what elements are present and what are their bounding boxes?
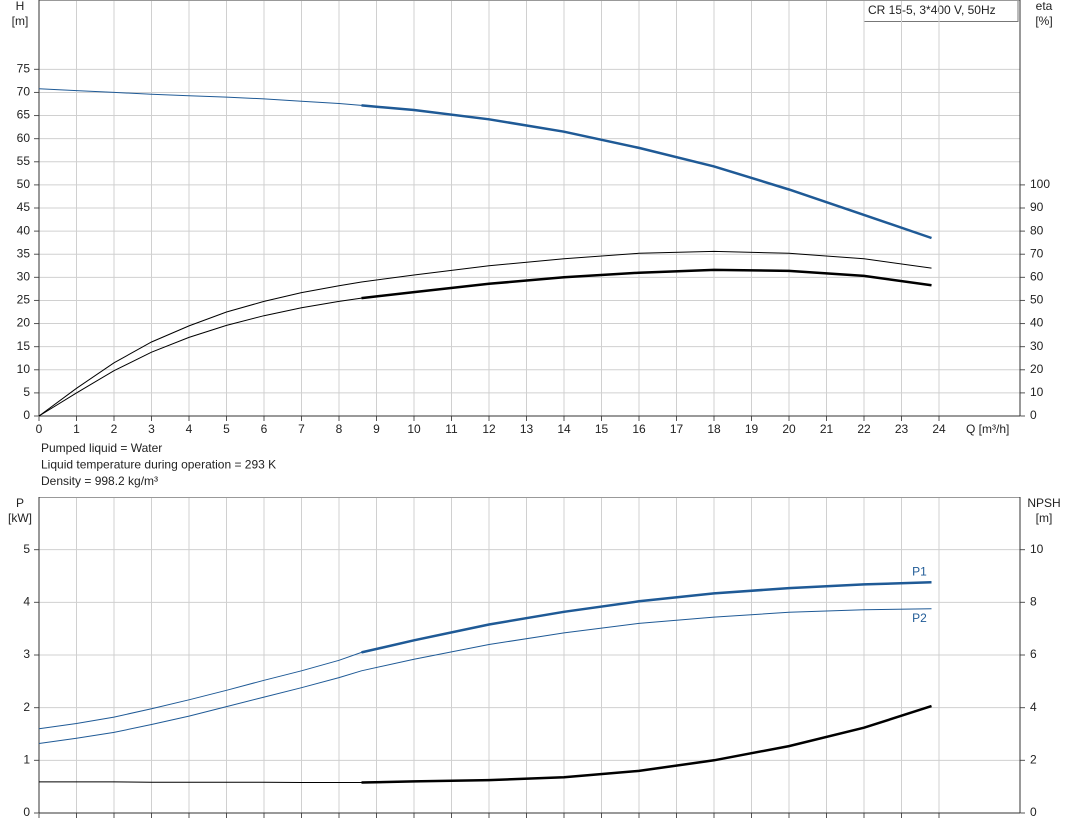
y2-tick-label: 20 — [1030, 362, 1044, 376]
curve-operating-range — [361, 268, 932, 300]
curve-label: P2 — [912, 611, 927, 625]
x-tick-label: 21 — [820, 422, 834, 436]
y2-tick-label: 2 — [1030, 753, 1037, 767]
x-tick-label: 14 — [557, 422, 571, 436]
y2-tick-label: 50 — [1030, 293, 1044, 307]
y-tick-label: 70 — [17, 85, 31, 99]
y2-tick-label: 10 — [1030, 385, 1044, 399]
y-tick-label: 1 — [23, 753, 30, 767]
y-tick-label: 4 — [23, 595, 30, 609]
x-tick-label: 17 — [670, 422, 684, 436]
x-tick-label: 12 — [482, 422, 496, 436]
y2-axis-unit: [m] — [1036, 511, 1053, 525]
y-tick-label: 65 — [17, 108, 31, 122]
y-tick-label: 20 — [17, 316, 31, 330]
y-tick-label: 15 — [17, 339, 31, 353]
x-tick-label: 3 — [148, 422, 155, 436]
x-tick-label: 20 — [782, 422, 796, 436]
x-tick-label: 16 — [632, 422, 646, 436]
y-tick-label: 60 — [17, 131, 31, 145]
y-tick-label: 75 — [17, 62, 31, 76]
y2-tick-label: 40 — [1030, 316, 1044, 330]
x-tick-label: 10 — [407, 422, 421, 436]
y-tick-label: 30 — [17, 270, 31, 284]
y-tick-label: 45 — [17, 200, 31, 214]
x-tick-label: 2 — [111, 422, 118, 436]
y-axis-label: P — [16, 496, 24, 510]
curve — [38, 608, 932, 744]
y2-axis-label: eta — [1036, 0, 1053, 13]
y-tick-label: 2 — [23, 700, 30, 714]
x-tick-label: 11 — [445, 422, 458, 436]
y-axis-label: H — [16, 0, 25, 13]
annotation: Density = 998.2 kg/m³ — [41, 474, 158, 488]
x-axis-label: Q [m³/h] — [966, 422, 1009, 436]
x-tick-label: 15 — [595, 422, 609, 436]
y2-tick-label: 0 — [1030, 408, 1037, 422]
y-tick-label: 35 — [17, 246, 31, 260]
curve-label: P1 — [912, 564, 927, 578]
y-tick-label: 0 — [23, 408, 30, 422]
x-tick-label: 7 — [298, 422, 305, 436]
y-tick-label: 50 — [17, 177, 31, 191]
x-tick-label: 4 — [186, 422, 193, 436]
plots: 0 1 2 3 4 5 6 7 8 9 10 11 12 13 14 15 16 17 18 19 20 21 22 23 24… — [8, 0, 1061, 819]
curve — [38, 88, 932, 239]
y-tick-label: 5 — [23, 542, 30, 556]
x-tick-label: 23 — [895, 422, 909, 436]
curve-operating-range — [361, 704, 932, 784]
x-tick-label: 5 — [223, 422, 230, 436]
x-tick-label: 18 — [707, 422, 721, 436]
x-tick-label: 9 — [373, 422, 380, 436]
y2-tick-label: 70 — [1030, 246, 1044, 260]
y2-tick-label: 100 — [1030, 177, 1050, 191]
y2-tick-label: 80 — [1030, 223, 1044, 237]
curve — [38, 269, 932, 417]
y-tick-label: 25 — [17, 293, 31, 307]
y-tick-label: 3 — [23, 647, 30, 661]
annotation: Pumped liquid = Water — [41, 441, 162, 455]
y2-axis-unit: [%] — [1035, 14, 1052, 28]
y2-axis-label: NPSH — [1027, 496, 1060, 510]
y-tick-label: 10 — [17, 362, 31, 376]
x-tick-label: 24 — [932, 422, 946, 436]
x-tick-label: 0 — [36, 422, 43, 436]
y2-tick-label: 6 — [1030, 647, 1037, 661]
y2-tick-label: 10 — [1030, 542, 1044, 556]
x-tick-label: 1 — [73, 422, 80, 436]
x-tick-label: 6 — [261, 422, 268, 436]
y2-tick-label: 60 — [1030, 270, 1044, 284]
y-tick-label: 0 — [23, 805, 30, 819]
y2-tick-label: 8 — [1030, 595, 1037, 609]
y2-tick-label: 90 — [1030, 200, 1044, 214]
y-axis-unit: [kW] — [8, 511, 32, 525]
x-tick-label: 19 — [745, 422, 759, 436]
annotation: Liquid temperature during operation = 29… — [41, 458, 276, 472]
curve-operating-range — [361, 581, 932, 654]
y2-tick-label: 0 — [1030, 805, 1037, 819]
y-tick-label: 5 — [23, 385, 30, 399]
y-tick-label: 55 — [17, 154, 31, 168]
y2-tick-label: 4 — [1030, 700, 1037, 714]
curve — [38, 250, 932, 417]
chart-title: CR 15-5, 3*400 V, 50Hz — [868, 3, 996, 17]
curve-operating-range — [361, 104, 932, 240]
x-tick-label: 22 — [857, 422, 871, 436]
y2-tick-label: 30 — [1030, 339, 1044, 353]
y-axis-unit: [m] — [12, 14, 29, 28]
y-tick-label: 40 — [17, 223, 31, 237]
x-tick-label: 8 — [336, 422, 343, 436]
x-tick-label: 13 — [520, 422, 534, 436]
